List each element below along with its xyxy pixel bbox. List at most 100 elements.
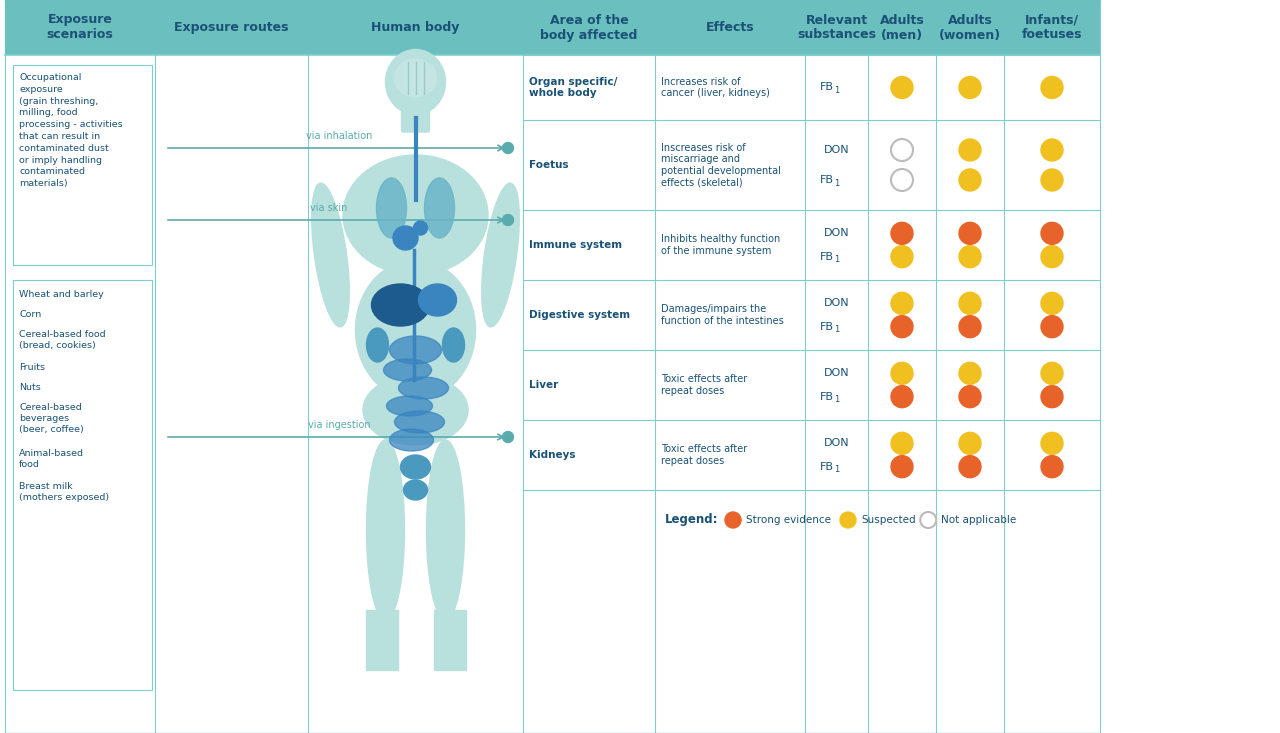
Circle shape bbox=[959, 316, 980, 338]
Text: Infants/
foetuses: Infants/ foetuses bbox=[1021, 13, 1083, 42]
Bar bbox=[868, 0, 936, 55]
Text: Legend:: Legend: bbox=[666, 514, 718, 526]
Circle shape bbox=[959, 432, 980, 454]
Ellipse shape bbox=[394, 59, 436, 97]
Text: Breast milk
(mothers exposed): Breast milk (mothers exposed) bbox=[19, 482, 109, 502]
Circle shape bbox=[503, 215, 513, 226]
Circle shape bbox=[891, 169, 913, 191]
Text: Nuts: Nuts bbox=[19, 383, 41, 392]
Ellipse shape bbox=[371, 284, 430, 326]
Text: Wheat and barley: Wheat and barley bbox=[19, 290, 104, 299]
Bar bbox=[936, 0, 1004, 55]
Ellipse shape bbox=[403, 480, 428, 500]
Circle shape bbox=[1041, 76, 1062, 98]
Ellipse shape bbox=[376, 178, 407, 238]
Text: 1: 1 bbox=[835, 395, 840, 404]
Text: Adults
(men): Adults (men) bbox=[879, 13, 924, 42]
Text: FB: FB bbox=[819, 462, 833, 471]
Circle shape bbox=[1041, 456, 1062, 478]
Circle shape bbox=[959, 246, 980, 268]
Ellipse shape bbox=[398, 377, 448, 399]
Circle shape bbox=[959, 292, 980, 314]
Circle shape bbox=[1041, 362, 1062, 384]
Text: Exposure
scenarios: Exposure scenarios bbox=[46, 13, 114, 42]
Ellipse shape bbox=[356, 260, 475, 400]
Text: 1: 1 bbox=[835, 179, 840, 188]
Ellipse shape bbox=[481, 183, 520, 327]
Bar bbox=[155, 0, 308, 55]
Circle shape bbox=[1041, 292, 1062, 314]
Text: Inscreases risk of
miscarriage and
potential developmental
effects (skeletal): Inscreases risk of miscarriage and poten… bbox=[660, 143, 781, 188]
Ellipse shape bbox=[443, 328, 465, 362]
Circle shape bbox=[840, 512, 856, 528]
Ellipse shape bbox=[366, 440, 404, 620]
Circle shape bbox=[959, 76, 980, 98]
Circle shape bbox=[891, 316, 913, 338]
Text: Strong evidence: Strong evidence bbox=[746, 515, 831, 525]
Ellipse shape bbox=[389, 429, 434, 451]
Circle shape bbox=[1041, 246, 1062, 268]
Circle shape bbox=[959, 362, 980, 384]
Ellipse shape bbox=[401, 455, 430, 479]
Circle shape bbox=[959, 456, 980, 478]
Circle shape bbox=[1041, 316, 1062, 338]
Bar bbox=[366, 610, 398, 670]
Text: Liver: Liver bbox=[529, 380, 558, 390]
Text: 1: 1 bbox=[835, 255, 840, 264]
Circle shape bbox=[891, 292, 913, 314]
Ellipse shape bbox=[366, 328, 389, 362]
Bar bbox=[524, 0, 655, 55]
Text: DON: DON bbox=[824, 298, 850, 309]
Text: 1: 1 bbox=[835, 465, 840, 474]
Text: Occupational
exposure
(grain threshing,
milling, food
processing - activities
th: Occupational exposure (grain threshing, … bbox=[19, 73, 123, 188]
Text: Relevant
substances: Relevant substances bbox=[797, 13, 876, 42]
Text: Digestive system: Digestive system bbox=[529, 310, 630, 320]
Text: Human body: Human body bbox=[371, 21, 460, 34]
Circle shape bbox=[891, 139, 913, 161]
Text: Animal-based
food: Animal-based food bbox=[19, 449, 84, 469]
Text: FB: FB bbox=[819, 175, 833, 185]
Circle shape bbox=[891, 222, 913, 244]
Circle shape bbox=[1041, 386, 1062, 408]
Text: DON: DON bbox=[824, 369, 850, 378]
Circle shape bbox=[413, 221, 428, 235]
Circle shape bbox=[891, 456, 913, 478]
Text: Cereal-based
beverages
(beer, coffee): Cereal-based beverages (beer, coffee) bbox=[19, 403, 83, 434]
Circle shape bbox=[959, 386, 980, 408]
Circle shape bbox=[503, 432, 513, 443]
Bar bbox=[805, 0, 868, 55]
Circle shape bbox=[959, 139, 980, 161]
Bar bbox=[434, 610, 466, 670]
Ellipse shape bbox=[419, 284, 457, 316]
Text: Increases risk of
cancer (liver, kidneys): Increases risk of cancer (liver, kidneys… bbox=[660, 77, 769, 98]
Circle shape bbox=[891, 432, 913, 454]
Text: Effects: Effects bbox=[705, 21, 754, 34]
Text: FB: FB bbox=[819, 251, 833, 262]
Ellipse shape bbox=[389, 336, 442, 364]
Text: FB: FB bbox=[819, 391, 833, 402]
Text: DON: DON bbox=[824, 145, 850, 155]
Text: Organ specific/
whole body: Organ specific/ whole body bbox=[529, 77, 617, 98]
Ellipse shape bbox=[387, 396, 433, 416]
Text: Toxic effects after
repeat doses: Toxic effects after repeat doses bbox=[660, 375, 748, 396]
Circle shape bbox=[891, 362, 913, 384]
Text: FB: FB bbox=[819, 83, 833, 92]
Text: Suspected: Suspected bbox=[861, 515, 915, 525]
Ellipse shape bbox=[384, 359, 431, 381]
Circle shape bbox=[891, 386, 913, 408]
Ellipse shape bbox=[364, 375, 468, 445]
Ellipse shape bbox=[385, 50, 445, 114]
Circle shape bbox=[891, 246, 913, 268]
Circle shape bbox=[1041, 139, 1062, 161]
Bar bbox=[1004, 0, 1100, 55]
Bar bbox=[13, 280, 152, 690]
Text: Toxic effects after
repeat doses: Toxic effects after repeat doses bbox=[660, 444, 748, 465]
Circle shape bbox=[959, 222, 980, 244]
Ellipse shape bbox=[393, 226, 419, 250]
Text: via skin: via skin bbox=[310, 203, 348, 213]
Text: 1: 1 bbox=[835, 325, 840, 334]
Circle shape bbox=[1041, 169, 1062, 191]
Circle shape bbox=[920, 512, 936, 528]
Text: Exposure routes: Exposure routes bbox=[174, 21, 289, 34]
Bar bbox=[308, 0, 524, 55]
